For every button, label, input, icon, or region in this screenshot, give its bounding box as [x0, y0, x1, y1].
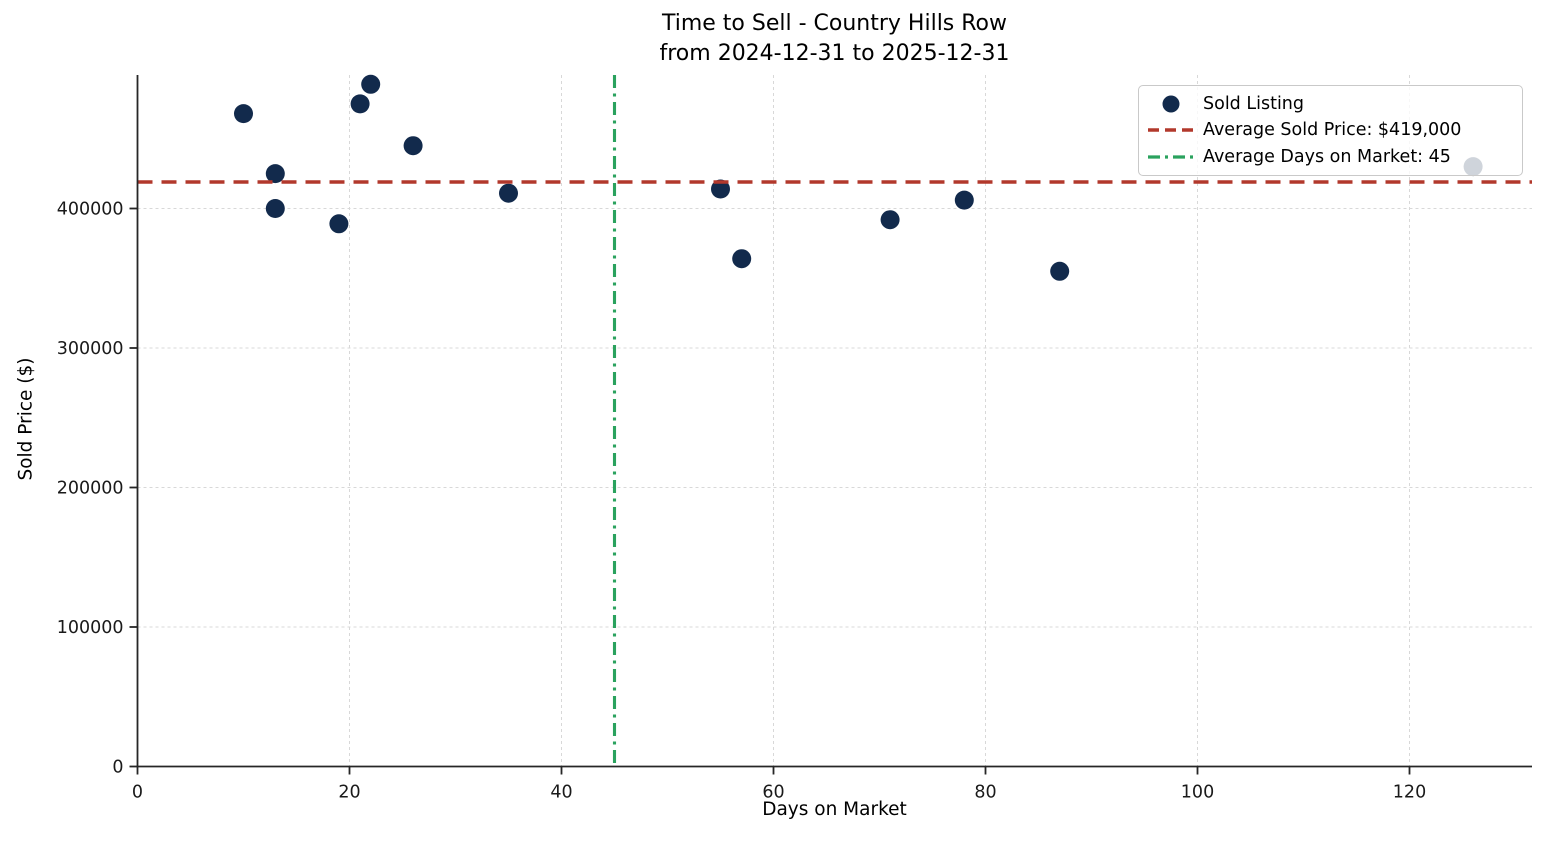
legend-label-sold-listing: Sold Listing [1203, 94, 1305, 115]
tick-marks [129, 207, 1411, 775]
dashed-line-icon [1139, 120, 1203, 140]
chart-title-line1: Time to Sell - Country Hills Row [661, 11, 1008, 36]
chart-title: Time to Sell - Country Hills Row from 20… [137, 9, 1532, 68]
dashdot-line-icon [1139, 147, 1203, 167]
scatter-point-sold-listing [361, 74, 381, 94]
scatter-point-sold-listing [265, 164, 285, 184]
legend-label-avg-days-on-market: Average Days on Market: 45 [1203, 146, 1451, 167]
x-tick-label: 120 [1393, 783, 1426, 803]
scatter-point-sold-listing [499, 183, 518, 203]
scatter-point-sold-listing [265, 199, 285, 218]
legend-item-avg-days-on-market: Average Days on Market: 45 [1139, 144, 1522, 170]
x-tick-label: 40 [550, 783, 572, 803]
x-axis-label: Days on Market [762, 799, 907, 820]
legend: Sold Listing Average Sold Price: $419,00… [1138, 85, 1523, 176]
y-tick-label: 0 [112, 758, 123, 778]
x-tick-label: 80 [974, 783, 996, 803]
chart-title-line2: from 2024-12-31 to 2025-12-31 [659, 40, 1010, 66]
legend-label-avg-sold-price: Average Sold Price: $419,000 [1203, 120, 1462, 141]
scatter-point-sold-listing [350, 94, 370, 114]
scatter-point-sold-listing [1050, 261, 1070, 281]
legend-item-sold-listing: Sold Listing [1139, 91, 1522, 117]
scatter-point-sold-listing [880, 210, 900, 230]
y-tick-label: 400000 [57, 200, 124, 220]
x-tick-label: 60 [762, 783, 784, 803]
x-tick-label: 20 [338, 783, 360, 803]
scatter-point-sold-listing [234, 104, 253, 124]
x-tick-label: 0 [132, 783, 143, 803]
scatter-point-sold-listing [732, 249, 752, 269]
scatter-point-sold-listing [329, 214, 349, 234]
gridlines [137, 75, 1532, 767]
scatter-point-sold-listing [954, 190, 974, 210]
y-tick-label: 300000 [57, 339, 124, 359]
y-axis-label: Sold Price ($) [15, 357, 37, 481]
sold-listing-dot-icon [1139, 94, 1203, 114]
scatter-point-sold-listing [711, 179, 730, 199]
y-tick-label: 200000 [57, 479, 124, 499]
axis-spines [136, 75, 1532, 768]
x-tick-label: 100 [1181, 783, 1214, 803]
legend-item-avg-sold-price: Average Sold Price: $419,000 [1139, 117, 1522, 143]
y-tick-label: 100000 [57, 618, 124, 638]
scatter-point-sold-listing [403, 136, 423, 156]
scatter-points [234, 74, 1483, 281]
